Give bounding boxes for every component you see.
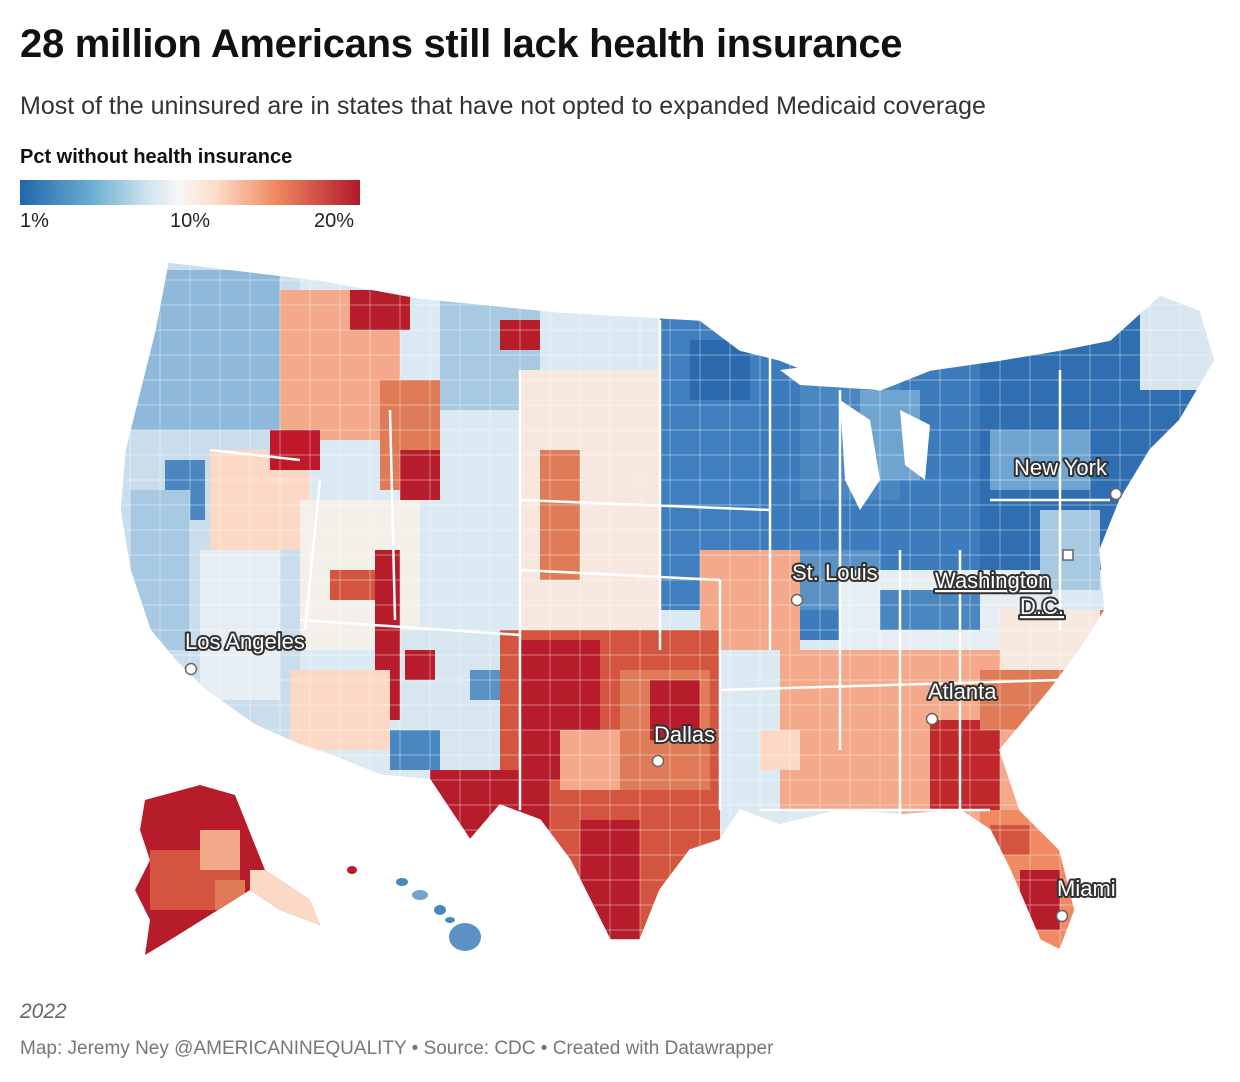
city-label-new-york: New York — [1014, 455, 1108, 480]
us-choropleth-map: Los Angeles St. Louis Washington D.C. Ne… — [0, 250, 1240, 970]
lake-huron — [900, 410, 930, 480]
us-outline — [119, 261, 1216, 952]
city-label-dallas: Dallas — [654, 722, 715, 747]
legend-tick-min: 1% — [20, 210, 49, 232]
legend-tick-max: 20% — [314, 210, 355, 232]
chart-title: 28 million Americans still lack health i… — [20, 22, 903, 66]
city-label-atlanta: Atlanta — [928, 679, 997, 704]
city-label-st-louis: St. Louis — [792, 560, 878, 585]
lake-superior — [780, 360, 880, 390]
city-label-dc: D.C. — [1020, 594, 1064, 619]
city-st-louis: St. Louis — [790, 558, 880, 607]
city-dallas: Dallas — [651, 720, 717, 768]
hawaii — [396, 878, 481, 951]
lake-michigan — [840, 400, 880, 510]
alaska-counties — [135, 785, 320, 955]
legend-tick-mid: 10% — [170, 210, 211, 232]
legend-color-bar — [20, 180, 360, 205]
legend-title: Pct without health insurance — [20, 146, 293, 168]
city-los-angeles: Los Angeles — [183, 627, 307, 676]
city-atlanta: Atlanta — [925, 677, 999, 726]
city-label-los-angeles: Los Angeles — [185, 629, 305, 654]
city-label-miami: Miami — [1057, 876, 1116, 901]
chart-subtitle: Most of the uninsured are in states that… — [20, 92, 986, 120]
island-marker — [347, 866, 357, 874]
byline-source: Map: Jeremy Ney @AMERICANINEQUALITY • So… — [20, 1038, 774, 1059]
city-new-york: New York — [1012, 453, 1123, 501]
footnote-year: 2022 — [20, 1000, 67, 1023]
city-miami: Miami — [1055, 874, 1118, 923]
city-label-washington: Washington — [935, 568, 1050, 593]
city-washington-dc: Washington D.C. — [933, 549, 1074, 621]
